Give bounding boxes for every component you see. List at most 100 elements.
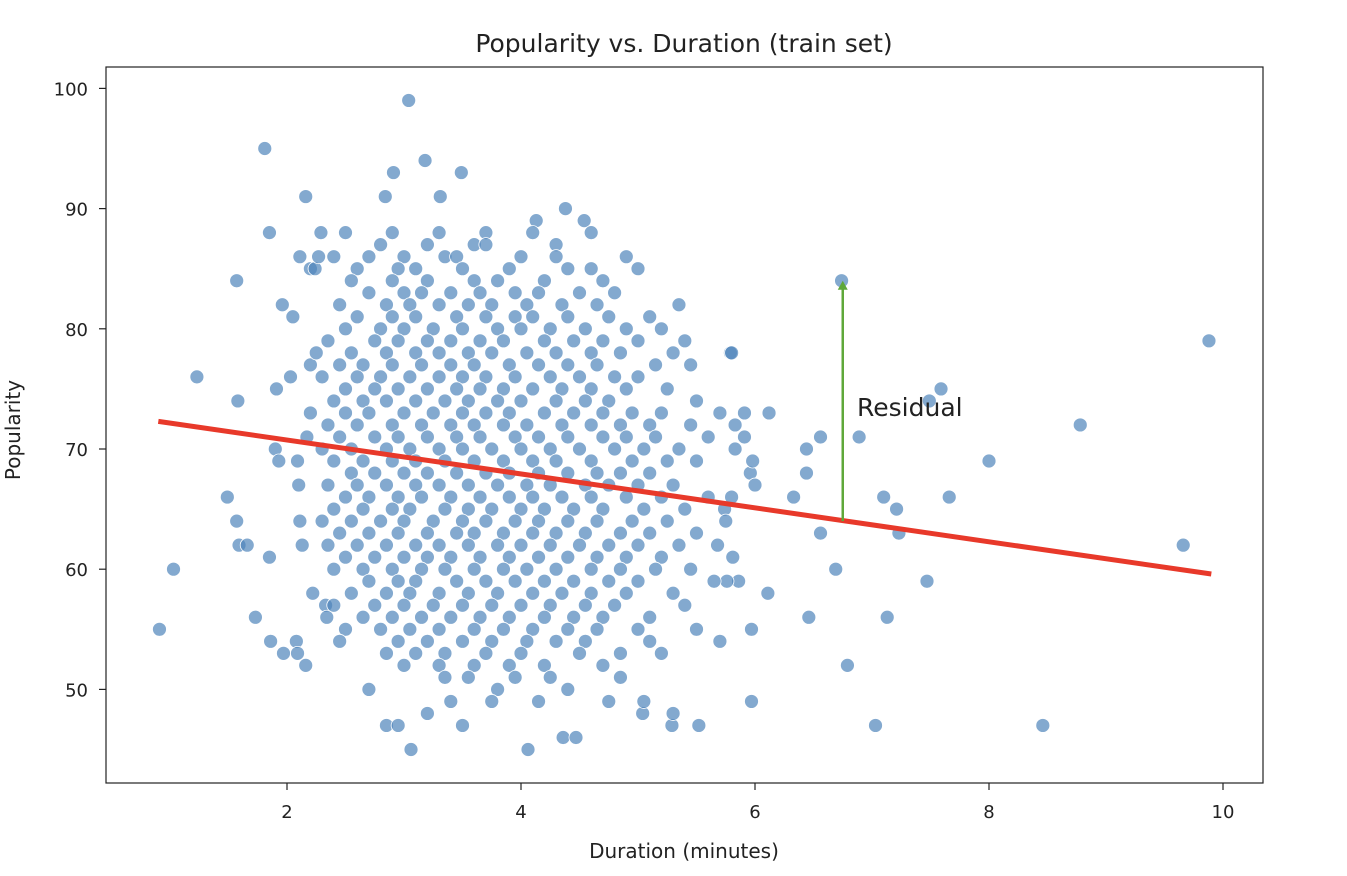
data-point xyxy=(525,453,541,469)
data-point xyxy=(560,429,576,445)
data-point xyxy=(659,513,675,529)
data-point xyxy=(677,333,693,349)
data-point xyxy=(455,513,470,529)
data-point xyxy=(520,742,536,757)
data-point xyxy=(338,381,353,397)
data-point xyxy=(525,585,541,601)
data-point xyxy=(490,393,506,409)
data-point xyxy=(618,549,634,565)
data-point xyxy=(572,285,587,301)
data-point xyxy=(868,718,883,733)
data-point xyxy=(496,333,511,349)
data-point xyxy=(919,573,935,589)
data-point xyxy=(577,597,593,613)
data-point xyxy=(396,405,412,421)
data-point xyxy=(453,165,469,180)
data-point xyxy=(642,609,658,625)
data-point xyxy=(262,225,277,241)
data-point xyxy=(349,537,365,553)
data-point xyxy=(577,393,593,409)
data-point xyxy=(507,429,523,445)
data-point xyxy=(642,525,658,541)
data-point xyxy=(665,706,681,721)
data-point xyxy=(665,345,681,361)
data-point xyxy=(648,429,663,445)
data-point xyxy=(390,525,406,541)
data-point xyxy=(152,621,167,637)
data-point xyxy=(537,405,552,421)
data-point xyxy=(343,585,359,601)
data-point xyxy=(313,225,329,241)
data-point xyxy=(496,621,511,637)
data-point xyxy=(320,477,336,493)
data-point xyxy=(654,321,669,337)
y-tick-label: 70 xyxy=(65,440,88,461)
data-point xyxy=(431,537,447,553)
data-point xyxy=(876,489,892,505)
data-point xyxy=(402,585,418,601)
data-point xyxy=(601,309,617,325)
data-point xyxy=(343,273,359,289)
data-point xyxy=(727,441,743,457)
data-point xyxy=(568,730,584,745)
data-point xyxy=(542,597,558,613)
data-point xyxy=(379,297,394,313)
data-point xyxy=(326,597,342,613)
data-point xyxy=(583,585,599,601)
data-point xyxy=(589,621,605,637)
data-point xyxy=(589,513,605,529)
data-point xyxy=(294,537,310,553)
data-point xyxy=(613,645,628,661)
data-point xyxy=(665,585,681,601)
x-tick-label: 6 xyxy=(749,802,760,823)
data-point xyxy=(813,429,828,445)
y-tick-label: 90 xyxy=(65,200,88,221)
data-point xyxy=(449,429,465,445)
data-point xyxy=(689,525,704,541)
data-point xyxy=(601,393,617,409)
data-point xyxy=(618,381,634,397)
data-point xyxy=(229,513,245,529)
data-point xyxy=(618,585,634,601)
data-point xyxy=(343,345,359,361)
data-point xyxy=(613,345,628,361)
data-point xyxy=(361,405,377,421)
data-point xyxy=(355,501,371,517)
data-point xyxy=(320,333,336,349)
data-point xyxy=(577,321,593,337)
data-point xyxy=(671,297,687,313)
data-point xyxy=(537,573,552,589)
data-point xyxy=(595,657,611,673)
data-point xyxy=(683,357,699,373)
data-point xyxy=(1035,718,1051,733)
data-point xyxy=(472,429,488,445)
data-point xyxy=(367,429,383,445)
data-point xyxy=(263,633,279,649)
data-point xyxy=(361,489,377,505)
data-point xyxy=(630,621,646,637)
data-point xyxy=(449,573,465,589)
data-point xyxy=(283,369,298,385)
data-point xyxy=(572,645,587,661)
data-point xyxy=(408,345,424,361)
data-point xyxy=(560,621,576,637)
data-point xyxy=(542,441,558,457)
data-point xyxy=(706,573,722,589)
data-point xyxy=(472,489,488,505)
data-point xyxy=(431,345,447,361)
data-point xyxy=(760,585,776,601)
data-point xyxy=(290,645,305,661)
data-point xyxy=(419,525,435,541)
data-point xyxy=(840,657,855,673)
data-point xyxy=(496,525,511,541)
data-point xyxy=(496,561,511,577)
data-point xyxy=(373,237,389,253)
data-point xyxy=(583,381,599,397)
plot-frame xyxy=(105,66,1264,784)
data-point xyxy=(501,489,517,505)
data-point xyxy=(414,609,429,625)
data-point xyxy=(390,381,406,397)
data-point xyxy=(513,441,529,457)
data-point xyxy=(566,405,582,421)
data-point xyxy=(566,573,582,589)
